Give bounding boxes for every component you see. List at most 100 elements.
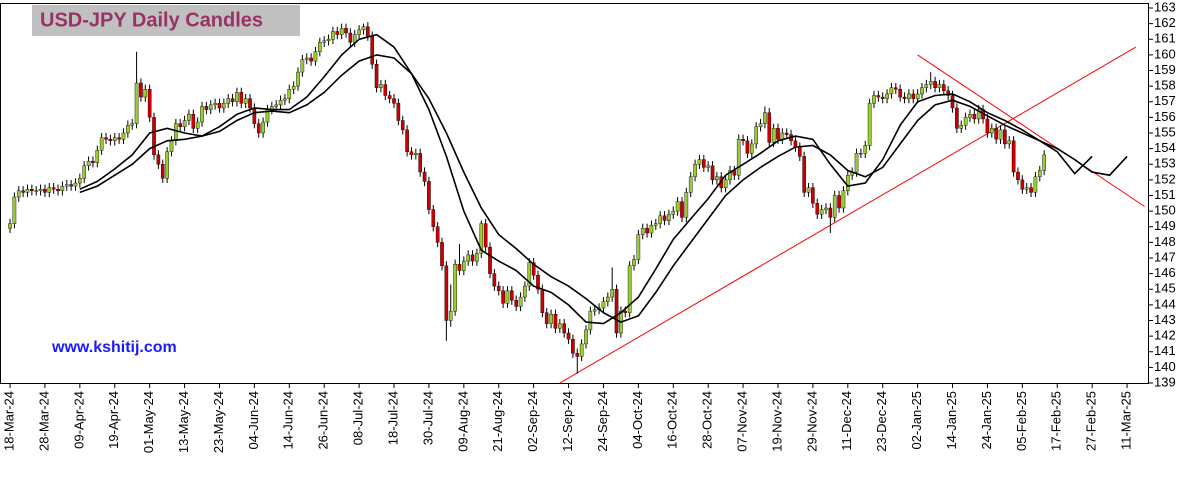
y-tick-label: 160 [1154,46,1176,61]
candle-body [828,207,833,218]
candle-body [824,207,828,210]
x-tick-label: 02-Jan-25 [909,391,924,450]
candle-body [283,98,287,101]
candle-body [876,95,881,98]
candle-body [296,71,300,87]
candle-body [309,57,313,62]
candle-body [483,223,488,248]
x-tick-label: 27-Feb-25 [1084,391,1099,451]
candle-body [959,124,964,129]
candle-body [798,146,802,157]
candle-body [880,96,885,99]
x-tick-label: 18-Mar-24 [1,391,16,451]
candle-body [326,39,331,42]
candle-body [104,137,108,140]
candle-body [531,262,536,276]
candle-body [579,343,584,357]
candle-body [409,151,414,156]
candle-body [623,310,628,313]
candle-body [448,310,453,321]
candle-body [819,209,824,215]
x-tick-label: 19-Nov-24 [769,391,784,452]
x-tick-label: 14-Jan-25 [944,391,959,450]
candle-body [968,114,972,118]
candle-body [802,156,806,193]
candle-body [457,264,462,271]
x-tick-label: 21-Aug-24 [490,391,505,452]
candle-body [213,103,217,106]
candle-body [1020,179,1025,190]
candle-body [1029,187,1033,193]
candle-body [989,128,994,134]
candle-body [592,309,597,312]
candle-body [745,140,750,154]
candle-body [235,92,239,102]
candle-body [549,314,553,324]
candle-body [976,109,981,120]
candle-body [863,145,868,154]
candle-body [169,140,174,152]
candle-body [867,103,872,146]
candle-body [693,164,697,177]
candle-body [1016,171,1020,181]
candle-body [182,120,187,127]
candle-body [632,259,636,267]
candle-body [963,117,968,126]
candle-body [274,104,279,107]
candle-body [374,64,379,88]
candle-body [462,260,466,271]
y-tick-label: 151 [1154,187,1176,202]
candle-body [793,140,798,148]
candle-body [741,139,745,142]
candle-body [392,98,396,104]
candle-body [898,89,902,98]
x-tick-label: 26-Jun-24 [316,391,331,450]
moving-average [79,54,1128,323]
x-tick-label: 30-Jul-24 [420,391,435,445]
candle-body [815,203,820,215]
x-tick-label: 09-Aug-24 [455,391,470,452]
candle-body [553,314,558,329]
candle-body [645,228,649,234]
candle-body [558,323,562,329]
candle-body [344,28,348,34]
candle-body [671,210,676,215]
candle-body [510,290,514,301]
candle-body [160,164,165,179]
candle-body [1003,129,1007,145]
trendline [559,46,1137,384]
candle-body [78,178,82,184]
candle-body [396,103,401,121]
candle-body [300,59,305,73]
candle-body [200,106,204,123]
candle-body [584,329,588,345]
candle-body [1024,187,1029,190]
candle-body [907,93,911,99]
candle-body [252,107,257,124]
y-tick-label: 140 [1154,359,1176,374]
candle-body [636,234,641,260]
candle-body [139,82,143,98]
candle-body [43,189,47,193]
candle-body [715,176,719,181]
candle-body [361,26,366,31]
candle-body [204,106,209,110]
candle-body [763,112,767,124]
candle-body [924,84,929,88]
candle-body [470,254,475,262]
candle-body [518,296,523,307]
candle-body [147,89,152,118]
y-tick-label: 139 [1154,374,1176,389]
chart-title: USD-JPY Daily Candles [40,9,263,31]
candle-body [771,128,776,143]
candle-body [8,223,12,229]
candle-body [889,87,894,95]
candle-body [165,151,169,179]
candle-body [750,143,754,154]
candle-body [1037,170,1042,177]
candle-body [684,192,689,218]
x-tick-label: 23-May-24 [211,391,226,453]
candle-body [56,189,60,192]
y-tick-label: 148 [1154,234,1176,249]
candle-body [12,196,17,224]
